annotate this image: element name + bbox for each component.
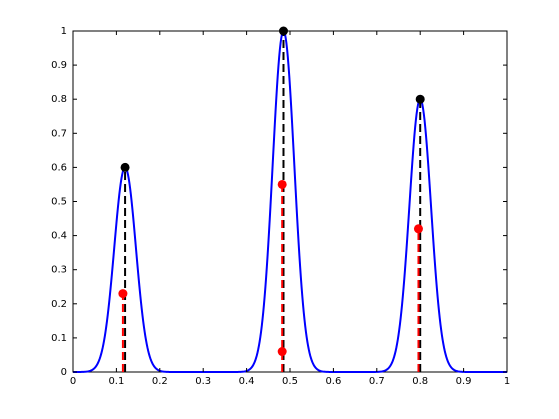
y-tick-label: 0.9	[51, 60, 67, 71]
y-tick-label: 0.5	[51, 197, 67, 208]
y-tick-label: 0.1	[51, 333, 67, 344]
x-tick-label: 0.4	[239, 376, 255, 387]
red-marker	[118, 289, 128, 299]
y-tick-label: 1	[61, 26, 67, 37]
x-tick-label: 0.7	[369, 376, 385, 387]
red-marker	[413, 224, 423, 234]
red-marker	[277, 179, 287, 189]
peak-marker	[278, 26, 288, 36]
curve-layer	[73, 29, 507, 373]
y-tick-label: 0.3	[51, 265, 67, 276]
stem-layer	[121, 31, 422, 372]
peak-marker	[415, 94, 425, 104]
y-tick-label: 0.4	[51, 231, 67, 242]
x-tick-label: 0.6	[325, 376, 341, 387]
y-tick-label: 0.7	[51, 128, 67, 139]
blue-curve	[73, 29, 507, 373]
y-tick-label: 0.8	[51, 94, 67, 105]
x-tick-label: 0.9	[456, 376, 472, 387]
red-marker	[277, 347, 287, 357]
y-tick-label: 0.2	[51, 299, 67, 310]
x-tick-label: 0.2	[152, 376, 168, 387]
x-tick-label: 0.1	[108, 376, 124, 387]
peak-marker	[120, 162, 130, 172]
tick-layer: 0 0.1 0.2 0.3 0.4 0.5 0.6 0.7 0.8 0.9 1 0 0.1 0.2 0.3 0…	[51, 26, 510, 387]
y-tick-label: 0	[61, 367, 67, 378]
x-tick-label: 0.8	[412, 376, 428, 387]
y-tick-label: 0.6	[51, 162, 67, 173]
x-tick-label: 0.3	[195, 376, 211, 387]
x-tick-label: 1	[504, 376, 510, 387]
marker-layer	[118, 26, 425, 357]
x-tick-label: 0	[70, 376, 76, 387]
x-tick-label: 0.5	[282, 376, 298, 387]
